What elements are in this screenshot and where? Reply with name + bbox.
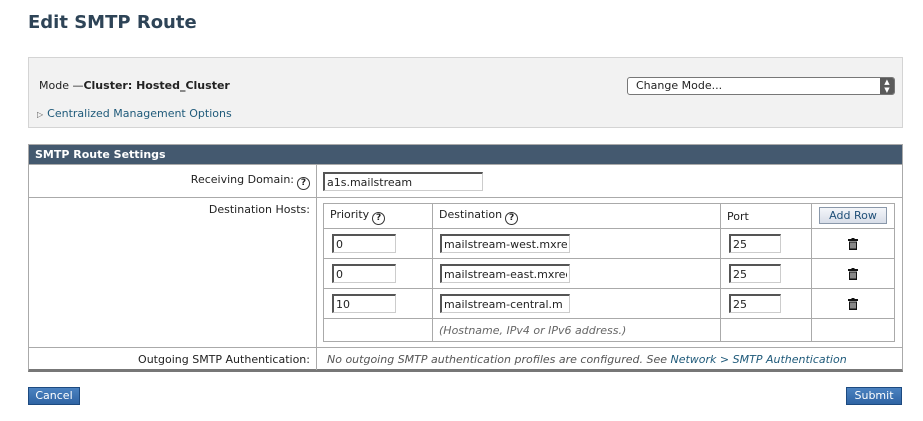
trash-icon bbox=[848, 237, 858, 250]
priority-label: Priority bbox=[330, 207, 370, 221]
receiving-domain-input[interactable] bbox=[323, 172, 483, 191]
select-arrows-icon: ▲ ▼ bbox=[880, 78, 894, 94]
hint-row: (Hostname, IPv4 or IPv6 address.) bbox=[323, 318, 895, 342]
section-header: SMTP Route Settings bbox=[29, 145, 902, 164]
receiving-domain-label: Receiving Domain:? bbox=[29, 165, 317, 197]
mode-label: Mode — bbox=[39, 79, 84, 92]
triangle-right-icon: ▷ bbox=[37, 110, 44, 119]
receiving-domain-row: Receiving Domain:? bbox=[29, 164, 902, 197]
priority-cell bbox=[323, 228, 433, 259]
smtp-route-settings: SMTP Route Settings Receiving Domain:? D… bbox=[28, 144, 903, 372]
change-mode-label: Change Mode... bbox=[636, 79, 723, 92]
mode-panel: Mode —Cluster: Hosted_Cluster Change Mod… bbox=[28, 57, 903, 128]
help-icon[interactable]: ? bbox=[505, 211, 519, 225]
centralized-management-link[interactable]: Centralized Management Options bbox=[47, 107, 232, 120]
priority-cell bbox=[323, 288, 433, 319]
port-cell bbox=[720, 288, 812, 319]
port-input[interactable] bbox=[729, 294, 781, 313]
help-icon[interactable]: ? bbox=[297, 177, 310, 190]
cancel-button[interactable]: Cancel bbox=[28, 387, 80, 405]
priority-input[interactable] bbox=[332, 294, 396, 313]
destination-cell bbox=[432, 228, 721, 259]
empty-cell bbox=[323, 318, 433, 342]
delete-row-button[interactable] bbox=[811, 228, 895, 259]
trash-icon bbox=[848, 267, 858, 280]
mode-value: Cluster: Hosted_Cluster bbox=[83, 79, 230, 92]
submit-button[interactable]: Submit bbox=[846, 387, 902, 405]
destination-input[interactable] bbox=[440, 234, 570, 253]
empty-cell bbox=[811, 318, 895, 342]
table-row bbox=[323, 228, 895, 259]
outgoing-auth-label: Outgoing SMTP Authentication: bbox=[29, 348, 317, 370]
port-input[interactable] bbox=[729, 234, 781, 253]
priority-input[interactable] bbox=[332, 264, 396, 283]
centralized-management-toggle[interactable]: ▷ Centralized Management Options bbox=[37, 107, 232, 120]
destination-hint: (Hostname, IPv4 or IPv6 address.) bbox=[432, 318, 721, 342]
port-cell bbox=[720, 228, 812, 259]
empty-cell bbox=[720, 318, 812, 342]
trash-icon bbox=[848, 297, 858, 310]
label-text: Receiving Domain: bbox=[190, 173, 294, 186]
outgoing-auth-message: No outgoing SMTP authentication profiles… bbox=[327, 353, 847, 366]
destination-hosts-row: Destination Hosts: Priority? Destination… bbox=[29, 197, 902, 347]
destination-header: Destination? bbox=[432, 203, 721, 229]
help-icon[interactable]: ? bbox=[372, 211, 386, 225]
destination-label: Destination bbox=[439, 207, 503, 221]
smtp-authentication-link[interactable]: Network > SMTP Authentication bbox=[670, 353, 847, 366]
outgoing-text: No outgoing SMTP authentication profiles… bbox=[327, 353, 671, 366]
mode-text: Mode —Cluster: Hosted_Cluster bbox=[39, 79, 230, 92]
destination-cell bbox=[432, 288, 721, 319]
port-cell bbox=[720, 258, 812, 289]
change-mode-select[interactable]: Change Mode... ▲ ▼ bbox=[627, 77, 895, 95]
page-title: Edit SMTP Route bbox=[28, 12, 197, 33]
port-input[interactable] bbox=[729, 264, 781, 283]
destination-hosts-label: Destination Hosts: bbox=[29, 198, 317, 347]
table-header: Priority? Destination? Port Add Row bbox=[323, 203, 895, 229]
add-row-cell: Add Row bbox=[811, 203, 895, 229]
destination-input[interactable] bbox=[440, 264, 570, 283]
delete-row-button[interactable] bbox=[811, 258, 895, 289]
destination-input[interactable] bbox=[440, 294, 570, 313]
delete-row-button[interactable] bbox=[811, 288, 895, 319]
destination-hosts-table: Priority? Destination? Port Add Row bbox=[323, 203, 895, 342]
priority-cell bbox=[323, 258, 433, 289]
table-row bbox=[323, 258, 895, 289]
add-row-button[interactable]: Add Row bbox=[819, 207, 887, 224]
destination-cell bbox=[432, 258, 721, 289]
table-row bbox=[323, 288, 895, 319]
priority-header: Priority? bbox=[323, 203, 433, 229]
priority-input[interactable] bbox=[332, 234, 396, 253]
port-header: Port bbox=[720, 203, 812, 229]
outgoing-auth-row: Outgoing SMTP Authentication: No outgoin… bbox=[29, 347, 902, 370]
